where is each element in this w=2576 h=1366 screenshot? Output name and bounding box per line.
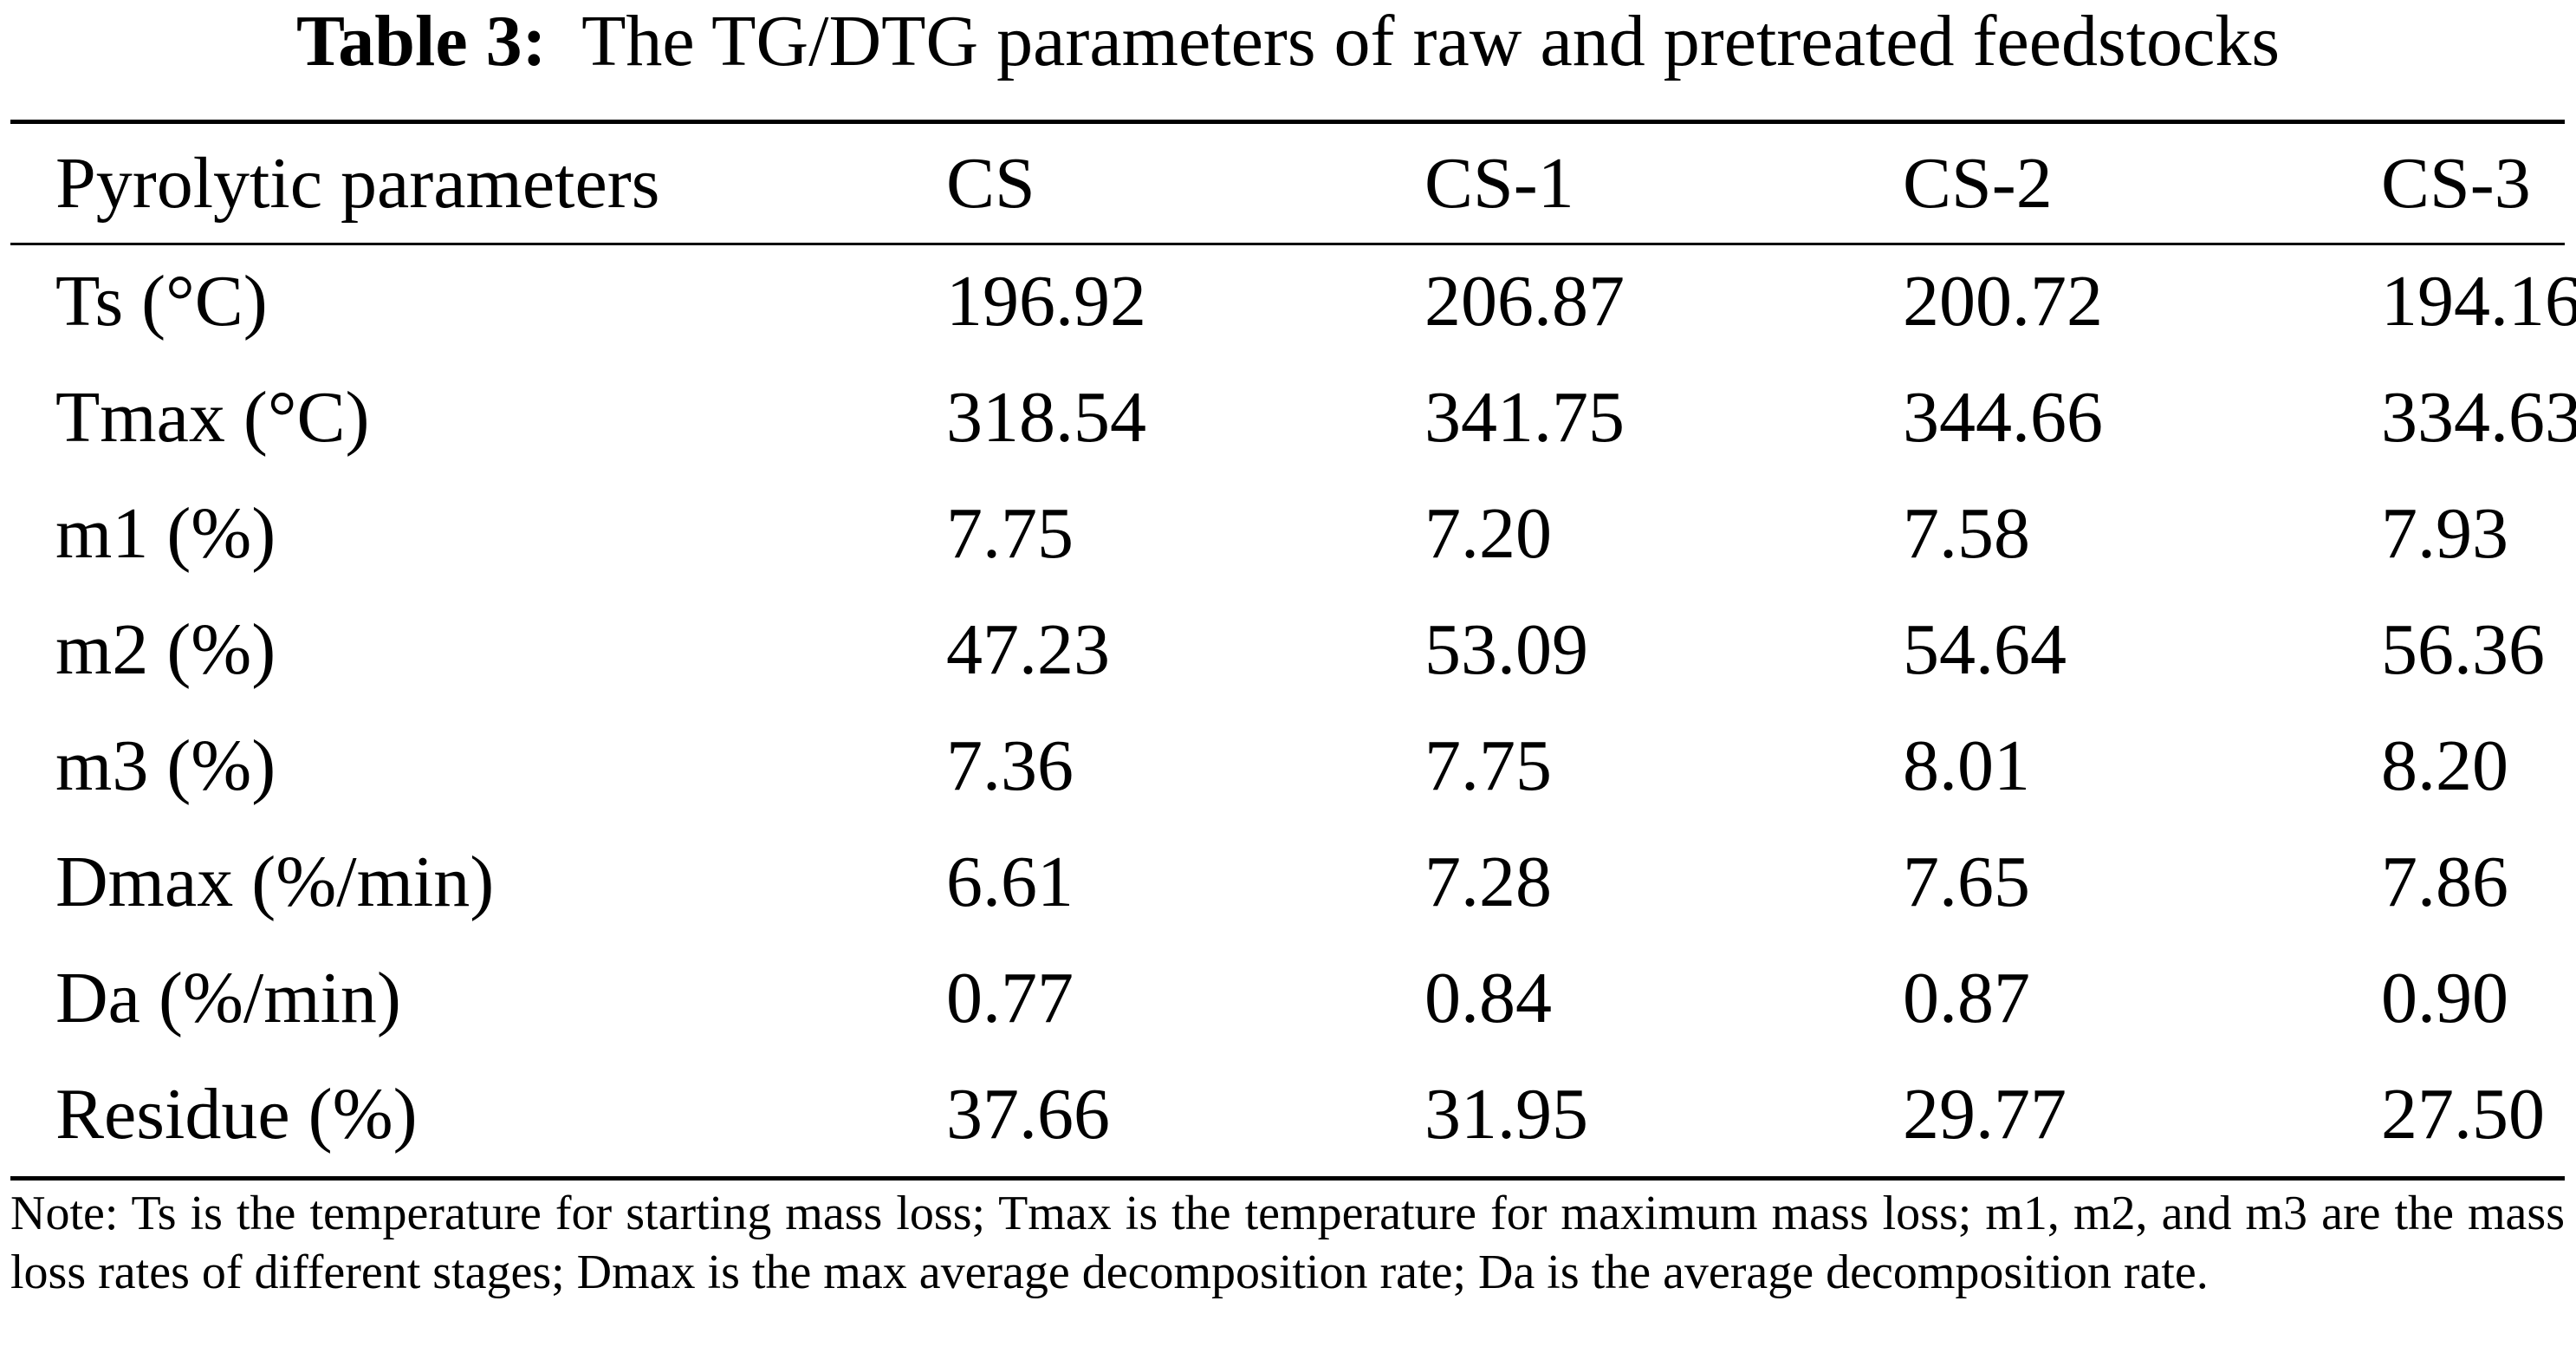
table-cell: 344.66	[1903, 376, 2103, 458]
table-cell: 53.09	[1424, 608, 1588, 690]
table-cell: 7.75	[946, 492, 1074, 574]
table-cell: 27.50	[2381, 1073, 2545, 1155]
table-header-row: Pyrolytic parameters CS CS-1 CS-2 CS-3	[10, 124, 2565, 243]
table-cell: 7.28	[1424, 841, 1552, 922]
table-cell: 56.36	[2381, 608, 2545, 690]
table-row: m2 (%) 47.23 53.09 54.64 56.36	[10, 591, 2565, 707]
table-row: Da (%/min) 0.77 0.84 0.87 0.90	[10, 940, 2565, 1056]
table-cell: 7.93	[2381, 492, 2508, 574]
table-cell: 341.75	[1424, 376, 1625, 458]
column-header-cs-3: CS-3	[2381, 143, 2531, 224]
table-cell: 8.01	[1903, 725, 2030, 806]
table-cell: 6.61	[946, 841, 1074, 922]
row-label: Da (%/min)	[55, 957, 401, 1038]
table-cell: 196.92	[946, 260, 1146, 342]
row-label: m1 (%)	[55, 492, 276, 574]
table-row: Ts (°C) 196.92 206.87 200.72 194.16	[10, 243, 2576, 359]
table-cell: 8.20	[2381, 725, 2508, 806]
row-label: Dmax (%/min)	[55, 841, 495, 922]
table-header-rule	[10, 243, 2565, 245]
table-cell: 31.95	[1424, 1073, 1588, 1155]
column-header-parameter: Pyrolytic parameters	[55, 143, 660, 224]
column-header-cs-1: CS-1	[1424, 143, 1574, 224]
table-top-rule	[10, 120, 2565, 124]
row-label: m3 (%)	[55, 725, 276, 806]
table-row: Residue (%) 37.66 31.95 29.77 27.50	[10, 1056, 2565, 1172]
table-caption: Table 3: The TG/DTG parameters of raw an…	[0, 0, 2576, 83]
table-cell: 7.58	[1903, 492, 2030, 574]
table-cell: 37.66	[946, 1073, 1110, 1155]
row-label: Residue (%)	[55, 1073, 418, 1155]
table-cell: 318.54	[946, 376, 1146, 458]
table-cell: 0.77	[946, 957, 1074, 1038]
table-cell: 47.23	[946, 608, 1110, 690]
row-label: m2 (%)	[55, 608, 276, 690]
table-cell: 7.20	[1424, 492, 1552, 574]
table-caption-title: The TG/DTG parameters of raw and pretrea…	[581, 1, 2281, 81]
table-cell: 7.65	[1903, 841, 2030, 922]
table-row: m3 (%) 7.36 7.75 8.01 8.20	[10, 707, 2565, 823]
table-cell: 7.36	[946, 725, 1074, 806]
column-header-cs-2: CS-2	[1903, 143, 2053, 224]
table-cell: 334.63	[2381, 376, 2576, 458]
table-cell: 206.87	[1424, 260, 1625, 342]
table-cell: 194.16	[2381, 260, 2576, 342]
table-bottom-rule	[10, 1176, 2565, 1181]
table-cell: 0.84	[1424, 957, 1552, 1038]
table-cell: 7.86	[2381, 841, 2508, 922]
table-cell: 54.64	[1903, 608, 2067, 690]
table-caption-label: Table 3:	[295, 1, 547, 81]
table-footnote: Note: Ts is the temperature for starting…	[10, 1187, 2565, 1299]
table-row: Dmax (%/min) 6.61 7.28 7.65 7.86	[10, 823, 2565, 940]
table-row: m1 (%) 7.75 7.20 7.58 7.93	[10, 475, 2565, 591]
row-label: Ts (°C)	[55, 260, 268, 342]
table-cell: 200.72	[1903, 260, 2103, 342]
column-header-cs: CS	[946, 143, 1035, 224]
table-cell: 29.77	[1903, 1073, 2067, 1155]
table-cell: 7.75	[1424, 725, 1552, 806]
table-cell: 0.87	[1903, 957, 2030, 1038]
table-row: Tmax (°C) 318.54 341.75 344.66 334.63	[10, 359, 2576, 475]
data-table: Pyrolytic parameters CS CS-1 CS-2 CS-3 T…	[10, 124, 2576, 1172]
table-cell: 0.90	[2381, 957, 2508, 1038]
row-label: Tmax (°C)	[55, 376, 370, 458]
